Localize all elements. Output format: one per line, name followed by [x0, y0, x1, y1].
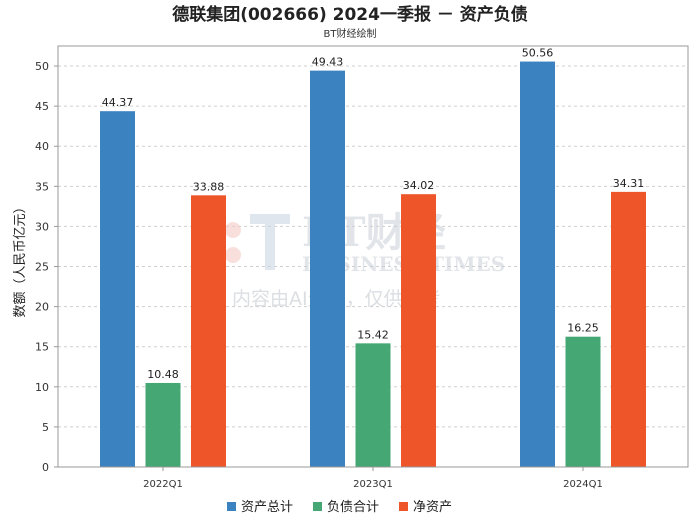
y-tick-label: 25: [35, 261, 49, 274]
y-tick-label: 35: [35, 180, 49, 193]
bar-2022Q1-0: [100, 111, 135, 467]
legend: 资产总计 负债合计 净资产: [227, 500, 452, 515]
bar-2022Q1-2: [191, 195, 226, 467]
y-tick-label: 15: [35, 341, 49, 354]
data-label: 33.88: [193, 180, 225, 193]
bar-2023Q1-2: [401, 194, 436, 467]
bars: [100, 61, 646, 468]
legend-label: 净资产: [413, 500, 452, 515]
data-label: 34.31: [613, 177, 645, 190]
x-tick-label: 2023Q1: [353, 479, 393, 490]
y-tick-label: 10: [35, 381, 49, 394]
data-label: 44.37: [102, 96, 134, 109]
bar-2023Q1-0: [310, 70, 345, 468]
legend-swatch: [399, 502, 408, 511]
y-tick-label: 45: [35, 100, 49, 113]
y-tick-label: 30: [35, 220, 49, 233]
bar-2024Q1-0: [520, 61, 555, 468]
data-label: 15.42: [357, 328, 389, 341]
legend-swatch: [313, 502, 322, 511]
x-tick-label: 2022Q1: [143, 479, 183, 490]
y-tick-label: 0: [42, 461, 49, 474]
bar-2024Q1-1: [565, 336, 601, 467]
x-tick-label: 2024Q1: [563, 479, 603, 490]
y-tick-label: 20: [35, 301, 49, 314]
legend-swatch: [227, 502, 236, 511]
data-label: 10.48: [147, 368, 179, 381]
data-labels: 44.37 10.48 33.88 49.43 15.42 34.02 50.56 16.25…: [102, 47, 645, 381]
data-label: 50.56: [522, 47, 554, 60]
data-label: 49.43: [312, 56, 344, 69]
y-tick-label: 50: [35, 60, 49, 73]
bar-2024Q1-2: [611, 191, 646, 468]
chart-subtitle: BT财经绘制: [324, 27, 377, 40]
y-axis-title: 数额（人民币亿元）: [13, 200, 28, 317]
watermark: BT财经 BUSINESS TIMES 内容由AI生成，仅供参考: [204, 209, 505, 310]
data-label: 16.25: [567, 322, 599, 335]
chart-title: 德联集团(002666) 2024一季报 － 资产负债: [172, 4, 528, 25]
data-label: 34.02: [403, 179, 435, 192]
bar-2022Q1-1: [145, 382, 181, 467]
y-tick-label: 5: [42, 421, 49, 434]
y-tick-label: 40: [35, 140, 49, 153]
legend-label: 资产总计: [241, 500, 293, 515]
axes: 0 5 10 15 20 25 30 35 40 45 50 2022Q1 2023Q1 2024Q1: [35, 45, 689, 490]
bar-2023Q1-1: [355, 343, 391, 467]
legend-label: 负债合计: [327, 500, 379, 515]
